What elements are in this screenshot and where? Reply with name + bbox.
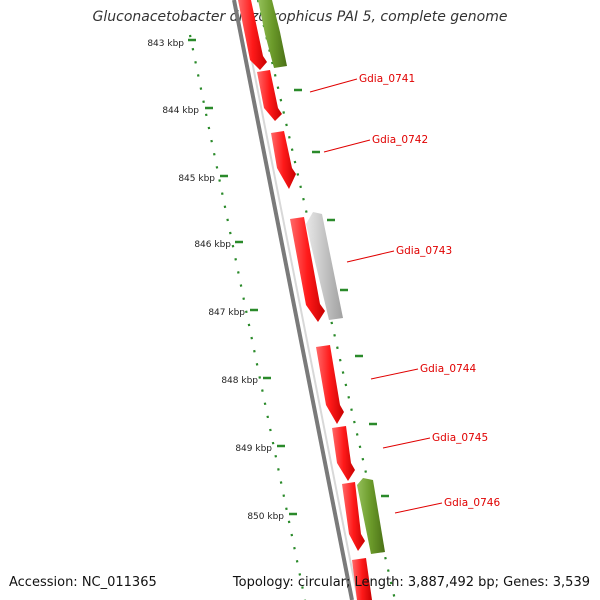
gene-labels: Gdia_0741 Gdia_0742 Gdia_0743 Gdia_0744 … — [359, 73, 500, 509]
backbone-line — [232, 0, 354, 600]
leader-line — [382, 437, 431, 449]
gene-arrow-red[interactable] — [332, 426, 355, 481]
scale-label-846: 846 kbp — [194, 240, 231, 250]
gene-arrow-green[interactable] — [357, 478, 385, 554]
scale-label-845: 845 kbp — [178, 174, 215, 184]
gene-arrow-red[interactable] — [352, 558, 372, 600]
map-title: Gluconacetobacter diazotrophicus PAI 5, … — [92, 9, 508, 25]
gene-arrow-red[interactable] — [257, 70, 282, 121]
gene-label-0744[interactable]: Gdia_0744 — [420, 363, 476, 375]
inner-track-ticks — [294, 88, 389, 498]
scale-label-844: 844 kbp — [162, 106, 199, 116]
leader-line — [346, 250, 395, 263]
scale-label-850: 850 kbp — [247, 512, 284, 522]
gene-arrows — [238, 0, 372, 600]
gene-label-0742[interactable]: Gdia_0742 — [372, 134, 428, 146]
gene-arrow-green[interactable] — [258, 0, 287, 68]
leader-line — [309, 78, 358, 93]
gene-label-0743[interactable]: Gdia_0743 — [396, 245, 452, 257]
gene-arrow-grey[interactable] — [306, 212, 343, 320]
scale-labels: 843 kbp 844 kbp 845 kbp 846 kbp 847 kbp … — [147, 39, 284, 522]
inner-track-dots — [256, 0, 397, 600]
leader-line — [370, 368, 419, 380]
gene-label-0741[interactable]: Gdia_0741 — [359, 73, 415, 85]
scale-label-849: 849 kbp — [235, 444, 272, 454]
scale-ticks — [188, 38, 297, 516]
gene-label-0745[interactable]: Gdia_0745 — [432, 432, 488, 444]
leader-line — [323, 139, 371, 153]
scale-label-848: 848 kbp — [221, 376, 258, 386]
backbone-line-highlight — [239, 0, 359, 600]
gene-arrow-red[interactable] — [271, 131, 296, 189]
gene-arrow-red[interactable] — [342, 482, 365, 551]
genome-summary-text: Topology: circular; Length: 3,887,492 bp… — [232, 575, 590, 590]
scale-label-847: 847 kbp — [208, 308, 245, 318]
leader-line — [394, 502, 443, 514]
gene-arrow-red[interactable] — [290, 217, 325, 322]
gene-leaders — [309, 78, 443, 514]
gene-label-0746[interactable]: Gdia_0746 — [444, 497, 500, 509]
accession-text: Accession: NC_011365 — [9, 575, 157, 590]
scale-label-843: 843 kbp — [147, 39, 184, 49]
gene-arrow-red[interactable] — [316, 345, 344, 424]
gene-arrow-red[interactable] — [238, 0, 267, 70]
